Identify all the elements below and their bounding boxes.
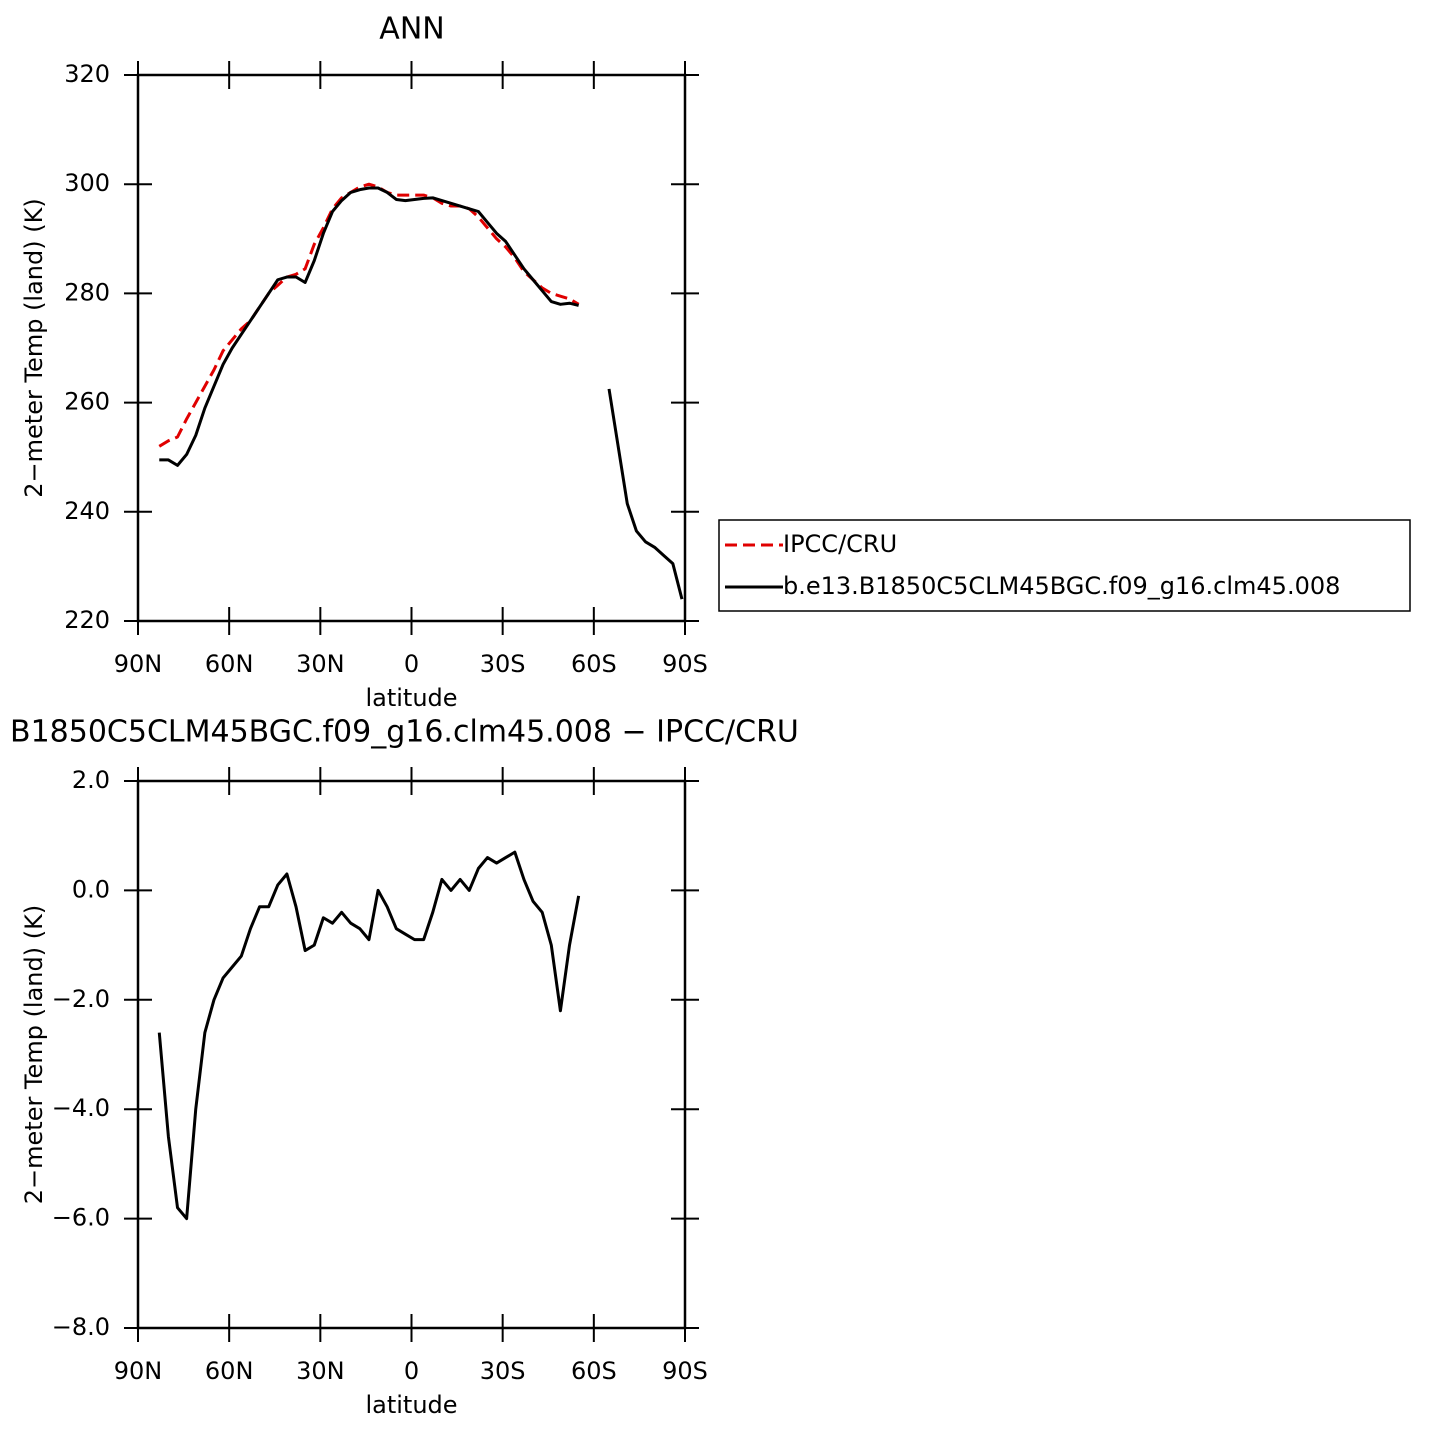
x-tick-label: 60S — [571, 1357, 617, 1385]
x-tick-label: 60N — [205, 1357, 254, 1385]
legend-box — [718, 519, 1411, 612]
legend-label: IPCC/CRU — [783, 530, 897, 558]
x-axis-label: latitude — [365, 1391, 457, 1419]
x-tick-label: 60N — [205, 650, 254, 678]
y-tick-label: −4.0 — [52, 1094, 110, 1122]
y-tick-label: 260 — [64, 388, 110, 416]
y-tick-label: −6.0 — [52, 1204, 110, 1232]
plot-frame — [136, 73, 687, 623]
y-tick-label: 280 — [64, 278, 110, 306]
y-axis-label: 2−meter Temp (land) (K) — [20, 198, 48, 497]
x-tick-label: 90S — [662, 650, 708, 678]
chart-title: B1850C5CLM45BGC.f09_g16.clm45.008 − IPCC… — [10, 715, 799, 750]
x-tick-label: 30N — [296, 1357, 345, 1385]
x-tick-label: 90S — [662, 1357, 708, 1385]
data-line — [159, 186, 684, 600]
x-tick-label: 0 — [404, 1357, 419, 1385]
y-tick-label: 320 — [64, 60, 110, 88]
y-tick-label: 240 — [64, 497, 110, 525]
x-tick-label: 30S — [480, 1357, 526, 1385]
x-tick-label: 0 — [404, 650, 419, 678]
x-tick-label: 60S — [571, 650, 617, 678]
x-tick-label: 30S — [480, 650, 526, 678]
y-tick-label: 2.0 — [72, 766, 110, 794]
data-line — [157, 850, 581, 1221]
plot-frame — [136, 779, 687, 1330]
x-tick-label: 90N — [114, 650, 163, 678]
legend-label: b.e13.B1850C5CLM45BGC.f09_g16.clm45.008 — [783, 572, 1340, 600]
y-tick-label: 220 — [64, 606, 110, 634]
y-tick-label: 300 — [64, 169, 110, 197]
y-tick-label: −8.0 — [52, 1313, 110, 1341]
y-axis-label: 2−meter Temp (land) (K) — [20, 905, 48, 1204]
y-tick-label: −2.0 — [52, 985, 110, 1013]
data-line — [158, 182, 580, 448]
chart-title: ANN — [379, 12, 444, 47]
x-tick-label: 30N — [296, 650, 345, 678]
x-axis-label: latitude — [365, 684, 457, 712]
y-tick-label: 0.0 — [72, 875, 110, 903]
x-tick-label: 90N — [114, 1357, 163, 1385]
